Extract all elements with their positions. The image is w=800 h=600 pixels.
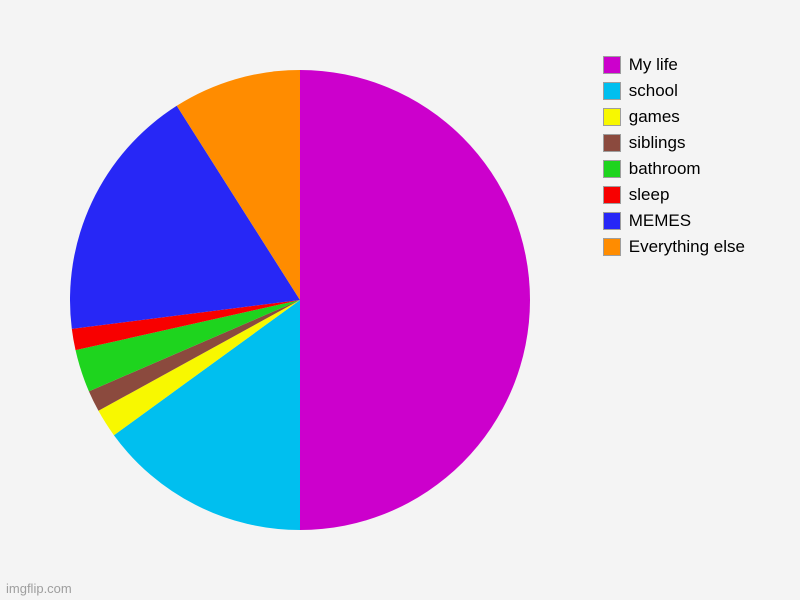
legend-item: MEMES [603, 211, 745, 231]
legend-label: MEMES [629, 211, 691, 231]
legend-swatch [603, 56, 621, 74]
legend-item: My life [603, 55, 745, 75]
chart-canvas: My life school games siblings bathroom sleep M… [0, 0, 800, 600]
legend-swatch [603, 134, 621, 152]
legend: My life school games siblings bathroom sleep M… [603, 55, 745, 263]
legend-label: sleep [629, 185, 670, 205]
legend-label: My life [629, 55, 678, 75]
legend-swatch [603, 212, 621, 230]
legend-item: Everything else [603, 237, 745, 257]
pie-svg [60, 50, 540, 550]
legend-label: siblings [629, 133, 686, 153]
legend-swatch [603, 238, 621, 256]
pie-chart [60, 50, 540, 555]
legend-swatch [603, 108, 621, 126]
legend-swatch [603, 186, 621, 204]
legend-item: games [603, 107, 745, 127]
legend-label: games [629, 107, 680, 127]
legend-label: Everything else [629, 237, 745, 257]
legend-item: sleep [603, 185, 745, 205]
legend-label: school [629, 81, 678, 101]
pie-slice [300, 70, 530, 530]
watermark-text: imgflip.com [6, 581, 72, 596]
legend-item: school [603, 81, 745, 101]
legend-swatch [603, 160, 621, 178]
legend-swatch [603, 82, 621, 100]
legend-label: bathroom [629, 159, 701, 179]
legend-item: bathroom [603, 159, 745, 179]
legend-item: siblings [603, 133, 745, 153]
